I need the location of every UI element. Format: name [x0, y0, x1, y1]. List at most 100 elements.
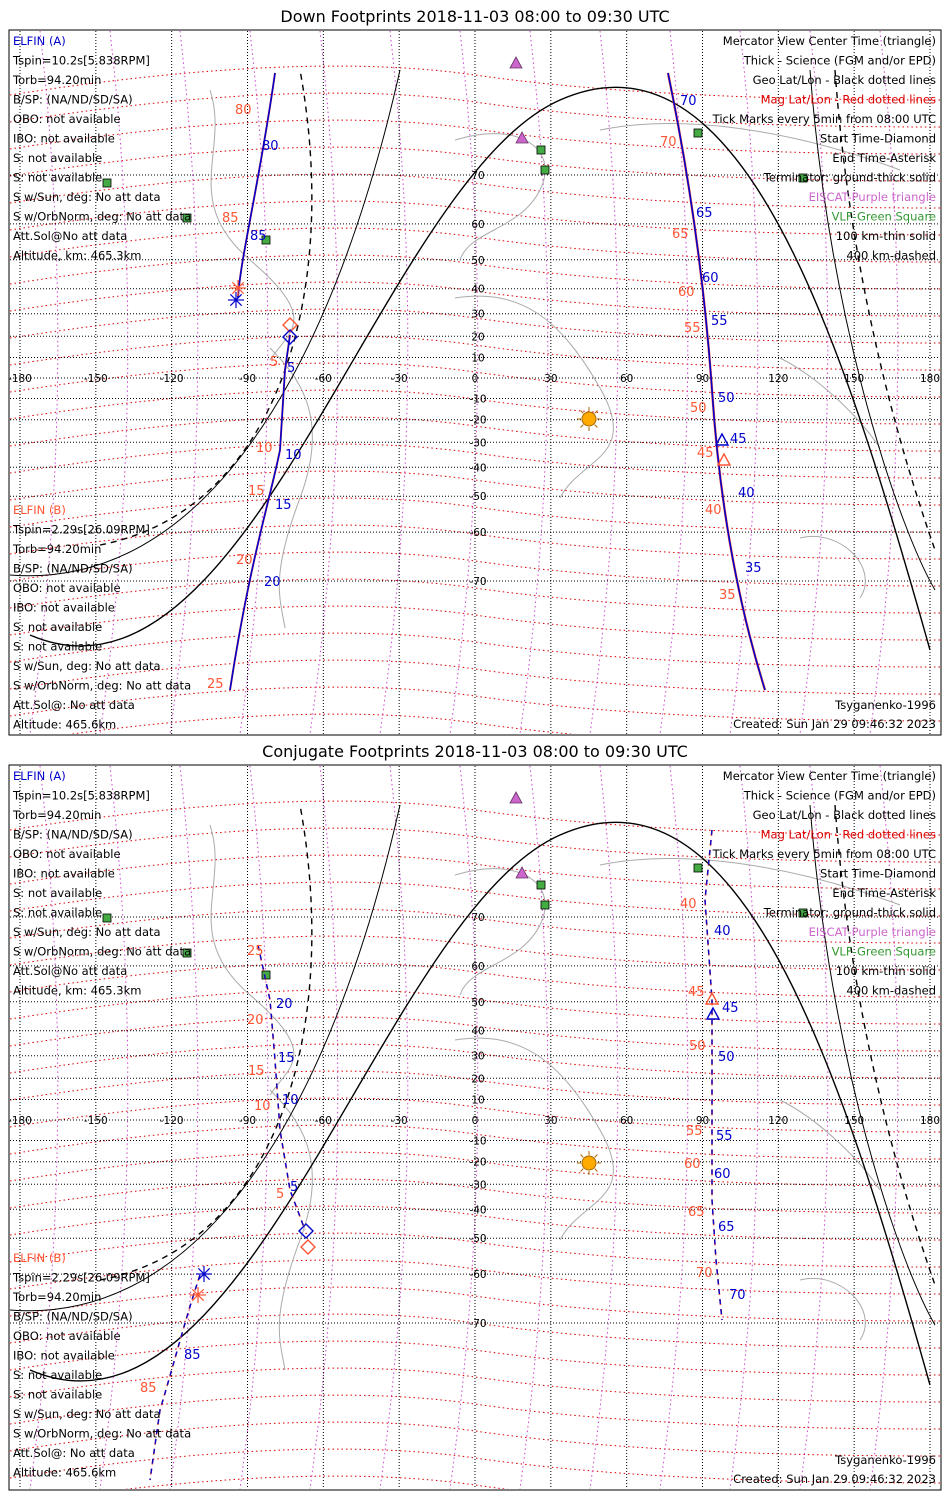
mag-lon-line [239, 31, 269, 734]
sat-a-info-line: Torb=94.20min [12, 808, 101, 822]
sat-b-tick-label: 85 [222, 211, 239, 226]
sat-a-tick-label: 60 [702, 271, 719, 286]
lat-tick-label: 20 [471, 331, 484, 343]
sat-a-info-line: S w/Sun, deg: No att data [13, 190, 161, 204]
sat-b-tick-label: 70 [660, 135, 677, 150]
mag-lon-line [519, 31, 549, 734]
mag-lat-line [10, 1043, 940, 1079]
sat-a-tick-label: 70 [680, 94, 697, 109]
sat-b-info-line: Torb=94.20min [12, 542, 101, 556]
mag-lat-line [10, 1124, 940, 1160]
sat-b-tick-label: 40 [705, 503, 722, 518]
mag-lat-line [10, 632, 940, 668]
sun-disc [581, 411, 597, 427]
sat-a-tick-label: 40 [738, 486, 755, 501]
vlf-square [540, 165, 550, 175]
vlf-square [540, 900, 550, 910]
mag-lon-line [799, 766, 829, 1489]
sun-icon [577, 1151, 601, 1175]
sat-a-tick-label: 70 [729, 1288, 746, 1303]
sat-a-track-west [149, 944, 306, 1481]
terminator-100km-east [809, 804, 936, 1326]
sun-ray [580, 410, 584, 414]
sat-a-tick-label: 10 [285, 448, 302, 463]
sat-a-info-line: Att.Sol@No att data [13, 229, 127, 243]
sat-a-end-asterisk [197, 1267, 211, 1281]
coastline [269, 1089, 313, 1371]
mag-lon-line [869, 766, 899, 1489]
sat-b-info-line: S: not available [13, 1368, 102, 1382]
sat-b-tick-label: 50 [690, 401, 707, 416]
lon-tick-label: 120 [768, 373, 788, 385]
legend-entry: Terminator: ground-thick solid [763, 171, 936, 185]
mag-lat-line [10, 1070, 940, 1106]
lon-tick-label: -60 [315, 373, 332, 385]
mag-lon-line [659, 766, 689, 1489]
panel-title: Down Footprints 2018-11-03 08:00 to 09:3… [280, 7, 669, 26]
sat-a-tick-label: 60 [714, 1167, 731, 1182]
sat-a-tick-label: 85 [250, 229, 267, 244]
sat-a-track-west [229, 72, 291, 691]
eiscat-triangle [515, 131, 529, 144]
lon-tick-label: 60 [620, 373, 633, 385]
vlf-square [261, 235, 271, 245]
mag-lon-line [29, 31, 59, 734]
sat-b-end-asterisk [231, 281, 245, 295]
sat-b-info-line: Att.Sol@: No att data [13, 698, 135, 712]
sat-b-tick-label: 20 [247, 1013, 264, 1028]
sat-a-tick-label: 65 [696, 206, 713, 221]
sat-a-tick-label: 85 [184, 1348, 201, 1363]
mag-lat-line [10, 524, 940, 560]
sat-b-info-line: OBO: not available [13, 581, 121, 595]
sat-b-info-line: Torb=94.20min [12, 1290, 101, 1304]
mag-lat-line [10, 1205, 940, 1241]
sat-a-center-triangle [714, 432, 730, 446]
conjugate-footprints-panel: Conjugate Footprints 2018-11-03 08:00 to… [8, 742, 942, 1491]
lat-tick-label: -40 [469, 462, 486, 474]
mag-lon-line [729, 766, 759, 1489]
vlf-square [261, 970, 271, 980]
created-timestamp: Created: Sun Jan 29 09:46:32 2023 [733, 717, 936, 731]
sat-b-tick-label: 65 [688, 1205, 705, 1220]
mag-lat-line [10, 1259, 940, 1295]
sat-b-tick-label: 5 [276, 1187, 284, 1202]
sat-b-center-triangle [716, 452, 732, 466]
mag-lon-line [729, 31, 759, 734]
legend-entry: End Time-Asterisk [832, 151, 936, 165]
lat-tick-label: -60 [469, 527, 486, 539]
sat-b-tick-label: 85 [140, 1381, 157, 1396]
coastline [454, 868, 546, 996]
sat-b-info-line: S w/Sun, deg: No att data [13, 659, 161, 673]
sat-a-info-line: Altitude, km: 465.3km [13, 984, 141, 998]
sat-b-tick-label: 35 [719, 588, 736, 603]
legend-entry: Start Time-Diamond [820, 132, 936, 146]
mag-lat-line [10, 1097, 940, 1133]
sat-a-info-line: OBO: not available [13, 112, 121, 126]
legend-entry: Mag Lat/Lon - Red dotted lines [761, 828, 936, 842]
mag-lat-line [10, 551, 940, 587]
mag-lon-line [239, 766, 269, 1489]
mag-lat-line [10, 854, 940, 890]
sat-a-tick-label: 65 [718, 1220, 735, 1235]
mag-lat-line [10, 935, 940, 971]
sat-b-info-line: S: not available [13, 620, 102, 634]
mag-lon-line [589, 31, 619, 734]
coastline [779, 357, 881, 449]
down-footprints-panel: Down Footprints 2018-11-03 08:00 to 09:3… [8, 7, 942, 736]
mag-lat-line [10, 686, 940, 722]
lat-tick-label: -70 [469, 1318, 486, 1330]
sat-b-tick-label: 10 [256, 441, 273, 456]
sat-b-start-diamond [300, 1239, 316, 1255]
mag-lat-line [10, 1421, 940, 1457]
sat-b-info-line: IBO: not available [13, 1349, 115, 1363]
lat-tick-label: -50 [469, 491, 486, 503]
sat-b-info-line: Att.Sol@: No att data [13, 1446, 135, 1460]
sat-b-tick-label: 15 [248, 1064, 265, 1079]
lon-tick-label: -60 [315, 1115, 332, 1127]
sat-a-tick-label: 35 [745, 561, 762, 576]
lat-tick-label: 30 [471, 309, 484, 321]
mag-lat-line [10, 1232, 940, 1268]
sat-b-start-diamond [282, 317, 298, 333]
lat-tick-label: 10 [471, 1094, 484, 1106]
lat-tick-label: -20 [469, 1157, 486, 1169]
